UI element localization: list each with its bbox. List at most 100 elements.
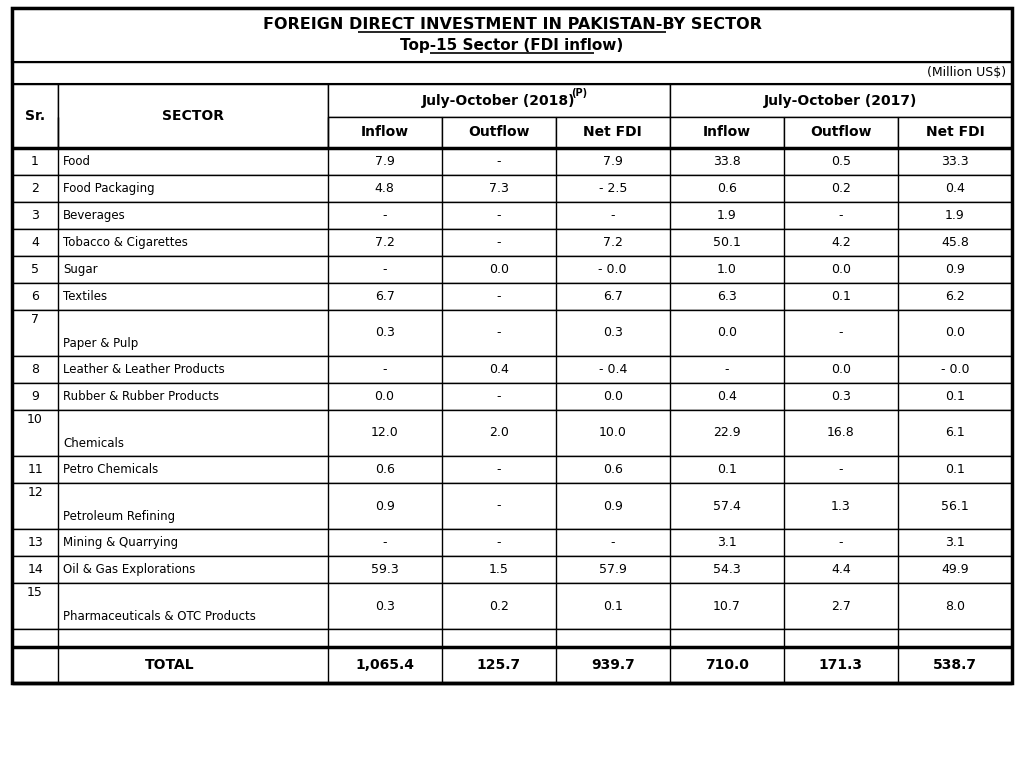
Text: 0.1: 0.1 [717,463,736,476]
Bar [12,583,1012,629]
Text: -: - [610,536,615,549]
Text: (Million US$): (Million US$) [927,67,1006,80]
Text: Net FDI: Net FDI [584,125,642,140]
Text: 0.1: 0.1 [603,600,623,613]
Text: 0.3: 0.3 [375,326,394,339]
Bar [12,283,1012,310]
Text: -: - [497,236,501,249]
Text: Chemicals: Chemicals [63,437,124,449]
Text: 7.2: 7.2 [375,236,394,249]
Text: 6.1: 6.1 [945,426,965,439]
Text: 4.2: 4.2 [831,236,851,249]
Text: Oil & Gas Explorations: Oil & Gas Explorations [63,563,196,576]
Text: 0.1: 0.1 [945,463,965,476]
Bar [783,117,898,148]
Bar [328,84,670,117]
Text: 0.6: 0.6 [375,463,394,476]
Bar [12,148,1012,175]
Text: 7.9: 7.9 [375,155,394,168]
Text: -: - [382,263,387,276]
Bar [12,529,1012,556]
Text: 2.0: 2.0 [488,426,509,439]
Text: FOREIGN DIRECT INVESTMENT IN PAKISTAN-BY SECTOR: FOREIGN DIRECT INVESTMENT IN PAKISTAN-BY… [262,17,762,31]
Text: -: - [497,209,501,222]
Text: 4: 4 [31,236,39,249]
Text: 538.7: 538.7 [933,658,977,672]
Text: -: - [382,536,387,549]
Text: 10.7: 10.7 [713,600,740,613]
Bar [12,62,1012,84]
Text: 33.8: 33.8 [713,155,740,168]
Bar [12,310,1012,356]
Text: 0.0: 0.0 [717,326,737,339]
Text: Outflow: Outflow [810,125,871,140]
Text: 1.9: 1.9 [717,209,736,222]
Text: -: - [497,155,501,168]
Bar [12,383,1012,410]
Text: 14: 14 [28,563,43,576]
Text: 7: 7 [31,313,39,326]
Text: SECTOR: SECTOR [162,109,224,123]
Text: 0.3: 0.3 [375,600,394,613]
Bar [12,256,1012,283]
Text: 10.0: 10.0 [599,426,627,439]
Text: 0.0: 0.0 [603,390,623,403]
Text: 12.0: 12.0 [371,426,398,439]
Text: Outflow: Outflow [468,125,529,140]
Text: 939.7: 939.7 [591,658,635,672]
Text: 0.6: 0.6 [717,182,736,195]
Text: Tobacco & Cigarettes: Tobacco & Cigarettes [63,236,188,249]
Text: Top-15 Sector (FDI inflow): Top-15 Sector (FDI inflow) [400,38,624,53]
Text: 15: 15 [27,586,43,599]
Text: 3.1: 3.1 [945,536,965,549]
Text: 4.8: 4.8 [375,182,394,195]
Text: 0.0: 0.0 [488,263,509,276]
Text: 7.9: 7.9 [603,155,623,168]
Bar [556,117,670,148]
Bar [670,117,783,148]
Text: 50.1: 50.1 [713,236,740,249]
Text: 6.2: 6.2 [945,290,965,303]
Text: 9: 9 [31,390,39,403]
Bar [12,629,1012,647]
Text: Food Packaging: Food Packaging [63,182,155,195]
Text: Paper & Pulp: Paper & Pulp [63,336,138,349]
Text: 1.5: 1.5 [488,563,509,576]
Text: -: - [839,326,843,339]
Text: 1,065.4: 1,065.4 [355,658,414,672]
Bar [12,229,1012,256]
Text: 56.1: 56.1 [941,499,969,512]
Bar [12,8,1012,62]
Text: July-October (2017): July-October (2017) [764,94,918,108]
Text: Food: Food [63,155,91,168]
Text: 171.3: 171.3 [819,658,863,672]
Text: 54.3: 54.3 [713,563,740,576]
Text: Leather & Leather Products: Leather & Leather Products [63,363,225,376]
Text: 0.9: 0.9 [603,499,623,512]
Text: July-October (2018): July-October (2018) [422,94,575,108]
Text: 12: 12 [28,485,43,498]
Text: 45.8: 45.8 [941,236,969,249]
Text: Rubber & Rubber Products: Rubber & Rubber Products [63,390,219,403]
Text: 59.3: 59.3 [371,563,398,576]
Text: Mining & Quarrying: Mining & Quarrying [63,536,178,549]
Bar [12,202,1012,229]
Bar [12,8,1012,683]
Text: 4.4: 4.4 [831,563,851,576]
Text: Beverages: Beverages [63,209,126,222]
Bar [670,84,1012,117]
Text: Pharmaceuticals & OTC Products: Pharmaceuticals & OTC Products [63,610,256,623]
Text: 0.5: 0.5 [830,155,851,168]
Text: Textiles: Textiles [63,290,108,303]
Bar [12,356,1012,383]
Text: -: - [497,536,501,549]
Text: -: - [839,463,843,476]
Text: -: - [497,290,501,303]
Bar [12,483,1012,529]
Text: - 0.4: - 0.4 [599,363,627,376]
Text: 125.7: 125.7 [476,658,521,672]
Text: 8: 8 [31,363,39,376]
Text: 0.1: 0.1 [830,290,851,303]
Text: 16.8: 16.8 [827,426,855,439]
Bar [12,175,1012,202]
